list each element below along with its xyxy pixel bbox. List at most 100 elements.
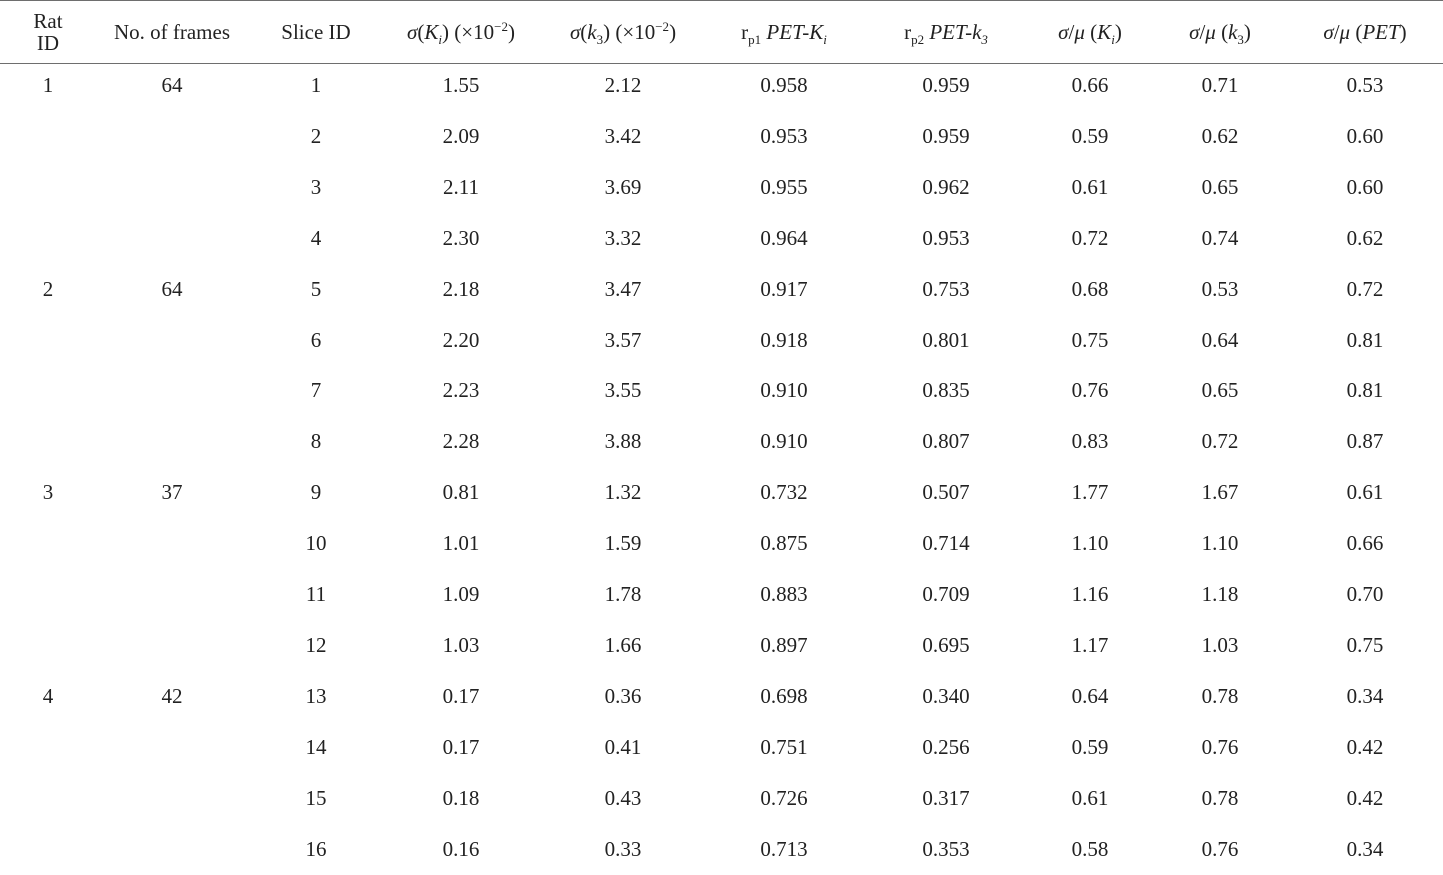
cell-frames [97,722,247,773]
cell-slice: 12 [305,632,327,657]
cell-slice: 2 [310,123,322,148]
header-rp2: rp2 PET-k3 [904,19,988,47]
cell-cv-ki: 0.61 [1071,174,1109,199]
cell-cv-ki: 1.17 [1071,632,1109,657]
table-row: 2 64 5 2.18 3.47 0.917 0.753 0.68 0.53 0.72 [0,264,1443,315]
header-rp1: rp1 PET-Ki [741,19,827,47]
cell-rp2: 0.753 [922,276,970,301]
table-row: 6 2.20 3.57 0.918 0.801 0.75 0.64 0.81 [0,315,1443,366]
cell-rp1: 0.918 [760,327,808,352]
cell-cv-k3: 0.76 [1201,836,1239,861]
cell-cv-ki: 0.83 [1071,429,1109,454]
cell-cv-pet: 0.62 [1346,225,1384,250]
cell-cv-pet: 0.87 [1346,429,1384,454]
cell-rp1: 0.910 [760,378,808,403]
table-row: 4 2.30 3.32 0.964 0.953 0.72 0.74 0.62 [0,213,1443,264]
cell-rp2: 0.695 [922,632,970,657]
cell-cv-ki: 1.16 [1071,582,1109,606]
cell-sigma-ki: 0.18 [442,785,480,810]
cell-frames [97,162,247,213]
cell-rp1: 0.953 [760,123,808,148]
cell-cv-pet: 0.61 [1346,480,1384,505]
cell-cv-pet: 0.66 [1346,531,1384,556]
table-row: 3 37 9 0.81 1.32 0.732 0.507 1.77 1.67 0.61 [0,467,1443,518]
cell-sigma-k3: 2.12 [604,73,642,97]
cell-rp1: 0.883 [760,582,808,606]
cell-sigma-k3: 1.32 [604,480,642,505]
table-row: 12 1.03 1.66 0.897 0.695 1.17 1.03 0.75 [0,620,1443,671]
header-rule [0,63,1443,64]
cell-sigma-k3: 1.59 [604,531,642,556]
cell-cv-k3: 0.78 [1201,785,1239,810]
table-row: 2 2.09 3.42 0.953 0.959 0.59 0.62 0.60 [0,111,1443,162]
cell-sigma-ki: 1.55 [442,73,480,97]
cell-cv-pet: 0.42 [1346,785,1384,810]
cell-cv-pet: 0.34 [1346,836,1384,861]
cell-rp1: 0.698 [760,683,808,708]
cell-cv-k3: 0.74 [1201,225,1239,250]
header-sigma-k3: σ(k3) (×10−2) [569,18,677,47]
cell-sigma-k3: 3.57 [604,327,642,352]
cell-sigma-ki: 0.17 [442,734,480,759]
cell-cv-ki: 1.77 [1071,480,1109,505]
cell-rat: 1 [42,73,54,97]
cell-frames: 64 [161,276,183,301]
cell-cv-k3: 0.72 [1201,429,1239,454]
cell-rat: 2 [42,276,54,301]
cell-rat [18,416,78,467]
cell-rat [18,162,78,213]
cell-cv-k3: 0.78 [1201,683,1239,708]
cell-cv-pet: 0.42 [1346,734,1384,759]
cell-sigma-k3: 0.36 [604,683,642,708]
cell-cv-pet: 0.75 [1346,632,1384,657]
cell-frames: 37 [161,480,183,505]
cell-rp2: 0.256 [922,734,970,759]
cell-slice: 11 [305,582,327,606]
cell-cv-k3: 0.64 [1201,327,1239,352]
cell-rp2: 0.507 [922,480,970,505]
cell-cv-ki: 0.59 [1071,123,1109,148]
cell-rp1: 0.751 [760,734,808,759]
cell-sigma-k3: 3.69 [604,174,642,199]
cell-sigma-k3: 1.78 [604,582,642,606]
cell-cv-ki: 0.59 [1071,734,1109,759]
header-sigma-ki: σ(Ki) (×10−2) [407,18,515,47]
cell-rp1: 0.875 [760,531,808,556]
cell-frames [97,518,247,569]
cell-rat [18,518,78,569]
header-cv-ki: σ/μ (Ki) [1058,19,1122,47]
cell-rat [18,213,78,264]
top-rule [0,0,1443,1]
cell-slice: 1 [310,73,322,97]
table-row: 7 2.23 3.55 0.910 0.835 0.76 0.65 0.81 [0,365,1443,416]
cell-rp2: 0.714 [922,531,970,556]
cell-rp2: 0.801 [922,327,970,352]
cell-slice: 7 [310,378,322,403]
cell-rat [18,111,78,162]
cell-sigma-k3: 3.47 [604,276,642,301]
cell-cv-k3: 0.76 [1201,734,1239,759]
cell-rat [18,773,78,824]
cell-slice: 13 [305,683,327,708]
cell-frames [97,416,247,467]
cell-rat: 3 [42,480,54,505]
table-row: 15 0.18 0.43 0.726 0.317 0.61 0.78 0.42 [0,773,1443,824]
cell-sigma-ki: 1.09 [442,582,480,606]
table-row: 10 1.01 1.59 0.875 0.714 1.10 1.10 0.66 [0,518,1443,569]
cell-sigma-ki: 2.09 [442,123,480,148]
cell-cv-pet: 0.70 [1346,582,1384,606]
cell-rat [18,620,78,671]
cell-rp1: 0.897 [760,632,808,657]
cell-slice: 3 [310,174,322,199]
cell-rp2: 0.709 [922,582,970,606]
cell-rp2: 0.835 [922,378,970,403]
cell-slice: 6 [310,327,322,352]
cell-frames: 42 [161,683,183,708]
cell-cv-k3: 0.65 [1201,174,1239,199]
cell-cv-ki: 0.68 [1071,276,1109,301]
table-row: 8 2.28 3.88 0.910 0.807 0.83 0.72 0.87 [0,416,1443,467]
cell-rat [18,722,78,773]
cell-rat [18,365,78,416]
cell-sigma-ki: 0.16 [442,836,480,861]
cell-rp1: 0.958 [760,73,808,97]
